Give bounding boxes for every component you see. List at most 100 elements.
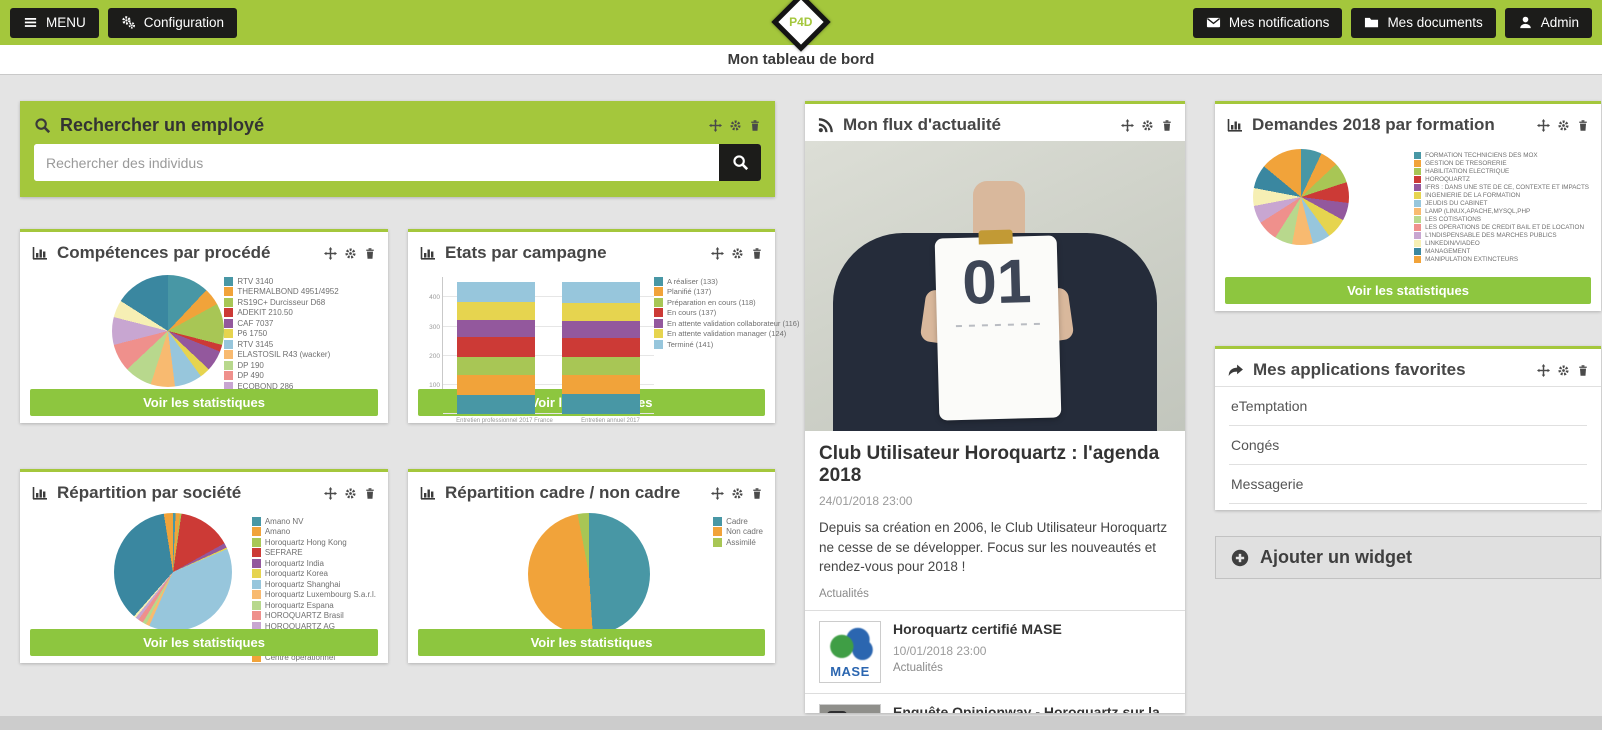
legend-item[interactable]: HOROQUARTZ AG [251,621,376,631]
notifications-button[interactable]: Mes notifications [1192,7,1343,38]
news-item[interactable]: opinionway Enquête Opinionway - Horoquar… [805,692,1185,713]
move-widget-icon[interactable] [1537,119,1550,132]
featured-article-title[interactable]: Club Utilisateur Horoquartz : l'agenda 2… [819,443,1160,486]
legend-item[interactable]: MANAGEMENT [1414,248,1589,255]
trash-icon[interactable] [1161,119,1173,132]
legend-item[interactable]: LAMP (LINUX,APACHE,MYSQL,PHP [1414,208,1589,215]
news-item-title[interactable]: Enquête Opinionway - Horoquartz sur la s… [893,703,1160,713]
search-submit-button[interactable] [719,144,761,181]
legend-item[interactable]: LINKEDIN/VIADEO [1414,240,1589,247]
view-statistics-button[interactable]: Voir les statistiques [418,629,765,656]
view-statistics-button[interactable]: Voir les statistiques [30,389,378,416]
legend-item[interactable]: En cours (137) [654,308,799,317]
legend-item[interactable]: Horoquartz Shanghai [251,579,376,589]
gear-icon[interactable] [731,247,744,260]
move-widget-icon[interactable] [324,487,337,500]
legend-item[interactable]: L'INDISPENSABLE DES MARCHES PUBLICS [1414,232,1589,239]
app-link-messagerie[interactable]: Messagerie [1229,465,1587,504]
app-link-etemptation[interactable]: eTemptation [1229,387,1587,426]
legend-item[interactable]: RS19C+ Durcisseur D68 [224,297,376,307]
trash-icon[interactable] [751,247,763,260]
legend-swatch [1414,224,1422,231]
view-statistics-button[interactable]: Voir les statistiques [30,629,378,656]
trash-icon[interactable] [364,247,376,260]
gear-icon[interactable] [1557,364,1570,377]
legend-item[interactable]: Terminé (141) [654,339,799,349]
legend-swatch [1414,184,1422,191]
legend-swatch [1414,256,1422,263]
legend-item[interactable]: GESTION DE TRESORERIE [1414,160,1589,167]
legend-item[interactable]: Horoquartz Luxembourg S.a.r.l. [251,590,376,599]
legend-item[interactable]: ADEKIT 210.50 [224,308,376,317]
legend-item[interactable]: Préparation en cours (118) [654,297,799,307]
app-logo[interactable]: P4D [771,0,831,52]
gear-icon[interactable] [729,119,742,132]
move-widget-icon[interactable] [324,247,337,260]
admin-button[interactable]: Admin [1504,7,1592,38]
legend-item[interactable]: Horoquartz India [251,558,376,568]
legend-item[interactable]: En attente validation manager (124) [654,329,799,338]
legend-item[interactable]: Horoquartz Korea [251,569,376,578]
news-item-title[interactable]: Horoquartz certifié MASE [893,620,1062,637]
trash-icon[interactable] [749,119,761,132]
view-statistics-button[interactable]: Voir les statistiques [1225,277,1591,304]
app-link-conges[interactable]: Congés [1229,426,1587,465]
legend-item[interactable]: Cadre [713,516,763,526]
gear-icon[interactable] [731,487,744,500]
legend-item[interactable]: CAF 7037 [224,318,376,328]
legend-item[interactable]: ELASTOSIL R43 (wacker) [224,350,376,359]
legend-item[interactable]: P6 1750 [224,329,376,338]
legend-item[interactable]: FORMATION TECHNICIENS DES MOX [1414,152,1589,159]
add-widget-button[interactable]: Ajouter un widget [1215,536,1601,579]
news-item[interactable]: MASE Horoquartz certifié MASE 10/01/2018… [805,609,1185,693]
trash-icon[interactable] [364,487,376,500]
move-widget-icon[interactable] [709,119,722,132]
trash-icon[interactable] [1577,364,1589,377]
configuration-button[interactable]: Configuration [107,7,238,38]
gear-icon[interactable] [344,487,357,500]
gear-icon[interactable] [344,247,357,260]
legend-item[interactable]: RTV 3145 [224,339,376,349]
stacked-bar [456,277,535,414]
legend-item[interactable]: LES COTISATIONS [1414,216,1589,223]
legend-item[interactable]: HOROQUARTZ [1414,176,1589,183]
move-widget-icon[interactable] [1537,364,1550,377]
legend-item[interactable]: Non cadre [713,527,763,536]
legend-item[interactable]: Assimilé [713,537,763,547]
legend-item[interactable]: HABILITATION ELECTRIQUE [1414,168,1589,175]
gridline [443,413,654,414]
legend-item[interactable]: Amano NV [251,516,376,526]
search-input[interactable] [34,144,719,181]
menu-button[interactable]: MENU [10,7,99,38]
legend-item[interactable]: SEFRARE [251,548,376,557]
gear-icon[interactable] [1141,119,1154,132]
legend-item[interactable]: INGENIERIE DE LA FORMATION [1414,192,1589,199]
legend-item[interactable]: RTV 3140 [224,276,376,286]
legend-item[interactable]: HOROQUARTZ Brasil [251,611,376,620]
legend-item[interactable]: ECOBOND 286 [224,381,376,391]
legend-item[interactable]: MANIPULATION EXTINCTEURS [1414,256,1589,263]
legend-item[interactable]: IFRS : DANS UNE STE DE CE, CONTEXTE ET I… [1414,184,1589,191]
legend-item[interactable]: DP 490 [224,371,376,380]
legend-item[interactable]: LES OPERATIONS DE CREDIT BAIL ET DE LOCA… [1414,224,1589,231]
legend-item[interactable]: Amano [251,527,376,536]
documents-button[interactable]: Mes documents [1351,7,1496,38]
demandes-widget: Demandes 2018 par formation FORMATION TE… [1215,101,1601,311]
move-widget-icon[interactable] [711,487,724,500]
legend-item[interactable]: THERMALBOND 4951/4952 [224,287,376,296]
move-widget-icon[interactable] [711,247,724,260]
legend-item[interactable]: DP 190 [224,360,376,370]
trash-icon[interactable] [1577,119,1589,132]
legend-item[interactable]: Horoquartz Espana [251,600,376,610]
featured-article-image[interactable]: 01 [805,141,1185,431]
legend-item[interactable]: A réaliser (133) [654,276,799,286]
legend-item[interactable]: Planifié (137) [654,287,799,296]
legend-item[interactable]: Centre opérationnel [251,653,376,662]
trash-icon[interactable] [751,487,763,500]
legend-item[interactable]: Horoquartz Hong Kong [251,537,376,547]
gear-icon[interactable] [1557,119,1570,132]
featured-article[interactable]: Club Utilisateur Horoquartz : l'agenda 2… [805,431,1185,610]
legend-item[interactable]: En attente validation collaborateur (116… [654,318,799,328]
move-widget-icon[interactable] [1121,119,1134,132]
legend-item[interactable]: JEUDIS DU CABINET [1414,200,1589,207]
